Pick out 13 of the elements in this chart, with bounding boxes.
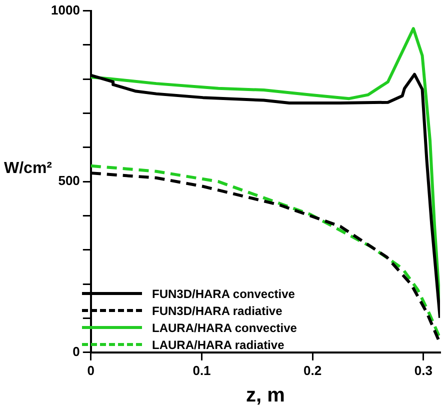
x-tick-label: 0.2: [304, 362, 322, 378]
y-axis-title: W/cm²: [3, 160, 53, 178]
y-tick-label: 0: [72, 344, 80, 359]
y-tick-label: 1000: [51, 2, 80, 18]
x-axis-title: z, m: [246, 384, 285, 407]
legend-label: LAURA/HARA convective: [152, 320, 297, 334]
y-tick-label: 500: [58, 173, 80, 188]
x-tick-label: 0.1: [192, 362, 211, 378]
x-tick-label: 0.3: [414, 362, 432, 378]
legend-label: LAURA/HARA radiative: [152, 338, 284, 352]
x-tick-label: 0: [87, 362, 95, 378]
legend-label: FUN3D/HARA convective: [152, 286, 295, 300]
legend-label: FUN3D/HARA radiative: [152, 304, 282, 318]
